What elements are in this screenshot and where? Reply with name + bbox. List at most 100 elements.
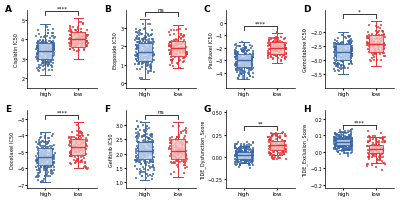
Point	[36, 155, 42, 158]
Point	[370, 145, 377, 148]
Point	[41, 169, 47, 172]
Point	[144, 136, 150, 139]
Point	[265, 139, 272, 142]
Point	[371, 59, 377, 62]
Point	[281, 43, 287, 46]
Point	[40, 157, 46, 160]
Point	[180, 171, 187, 175]
Point	[37, 170, 44, 173]
Point	[84, 140, 90, 143]
Point	[271, 44, 277, 47]
Point	[276, 145, 282, 148]
Point	[172, 39, 178, 42]
Point	[140, 48, 146, 52]
Point	[68, 136, 75, 139]
Point	[42, 135, 48, 138]
Point	[268, 147, 275, 151]
Point	[378, 156, 384, 159]
Point	[238, 50, 245, 53]
Point	[136, 135, 143, 138]
Point	[268, 45, 274, 48]
Point	[49, 169, 55, 173]
Point	[244, 154, 250, 157]
Point	[139, 144, 145, 148]
Point	[38, 154, 44, 157]
Point	[137, 151, 143, 154]
Point	[35, 61, 41, 64]
Point	[69, 39, 75, 42]
Point	[136, 40, 143, 43]
Point	[175, 159, 181, 163]
Point	[277, 154, 283, 157]
Point	[134, 158, 140, 162]
Point	[75, 147, 81, 151]
Point	[140, 59, 146, 62]
Point	[272, 141, 279, 144]
Point	[76, 43, 82, 46]
Point	[66, 154, 73, 158]
Point	[146, 70, 153, 73]
Bar	[270, 141, 284, 150]
Point	[138, 34, 144, 37]
Point	[368, 149, 375, 152]
Point	[38, 57, 45, 60]
Point	[268, 139, 274, 142]
Point	[148, 41, 154, 44]
Point	[334, 54, 340, 57]
Point	[133, 41, 140, 44]
Point	[68, 42, 74, 46]
Point	[136, 29, 143, 32]
Point	[343, 140, 350, 143]
Point	[47, 61, 53, 64]
Point	[237, 154, 243, 157]
Point	[142, 155, 148, 158]
Point	[77, 161, 83, 164]
Point	[76, 35, 82, 39]
Point	[271, 146, 278, 149]
Point	[373, 25, 379, 28]
Point	[45, 58, 51, 61]
Point	[142, 28, 148, 31]
Point	[240, 156, 247, 160]
Point	[244, 144, 250, 147]
Point	[281, 54, 287, 57]
Point	[232, 145, 238, 148]
Point	[268, 37, 274, 41]
Point	[134, 135, 140, 138]
Point	[171, 44, 177, 47]
Point	[180, 50, 186, 53]
Point	[238, 154, 244, 157]
Point	[182, 153, 188, 157]
Text: ****: ****	[354, 120, 365, 125]
Point	[40, 48, 47, 51]
Point	[134, 146, 141, 150]
Point	[147, 137, 154, 141]
Point	[245, 55, 252, 58]
Point	[269, 49, 275, 53]
Point	[40, 165, 47, 169]
Point	[364, 37, 371, 41]
Point	[275, 144, 282, 147]
Point	[341, 146, 348, 149]
Point	[381, 34, 387, 37]
Point	[44, 57, 51, 60]
Point	[80, 43, 87, 46]
Point	[136, 141, 142, 144]
Point	[74, 123, 80, 127]
Point	[66, 137, 72, 140]
Point	[36, 161, 42, 164]
Point	[331, 143, 337, 146]
Point	[148, 141, 155, 144]
Point	[249, 57, 255, 61]
Text: **: **	[258, 121, 263, 126]
Point	[372, 153, 379, 156]
Point	[146, 160, 153, 163]
Point	[334, 55, 341, 59]
Point	[48, 164, 54, 167]
Point	[336, 70, 342, 73]
Point	[171, 46, 177, 50]
Point	[68, 32, 74, 35]
Point	[46, 50, 53, 53]
Point	[33, 46, 40, 49]
Point	[74, 32, 80, 35]
